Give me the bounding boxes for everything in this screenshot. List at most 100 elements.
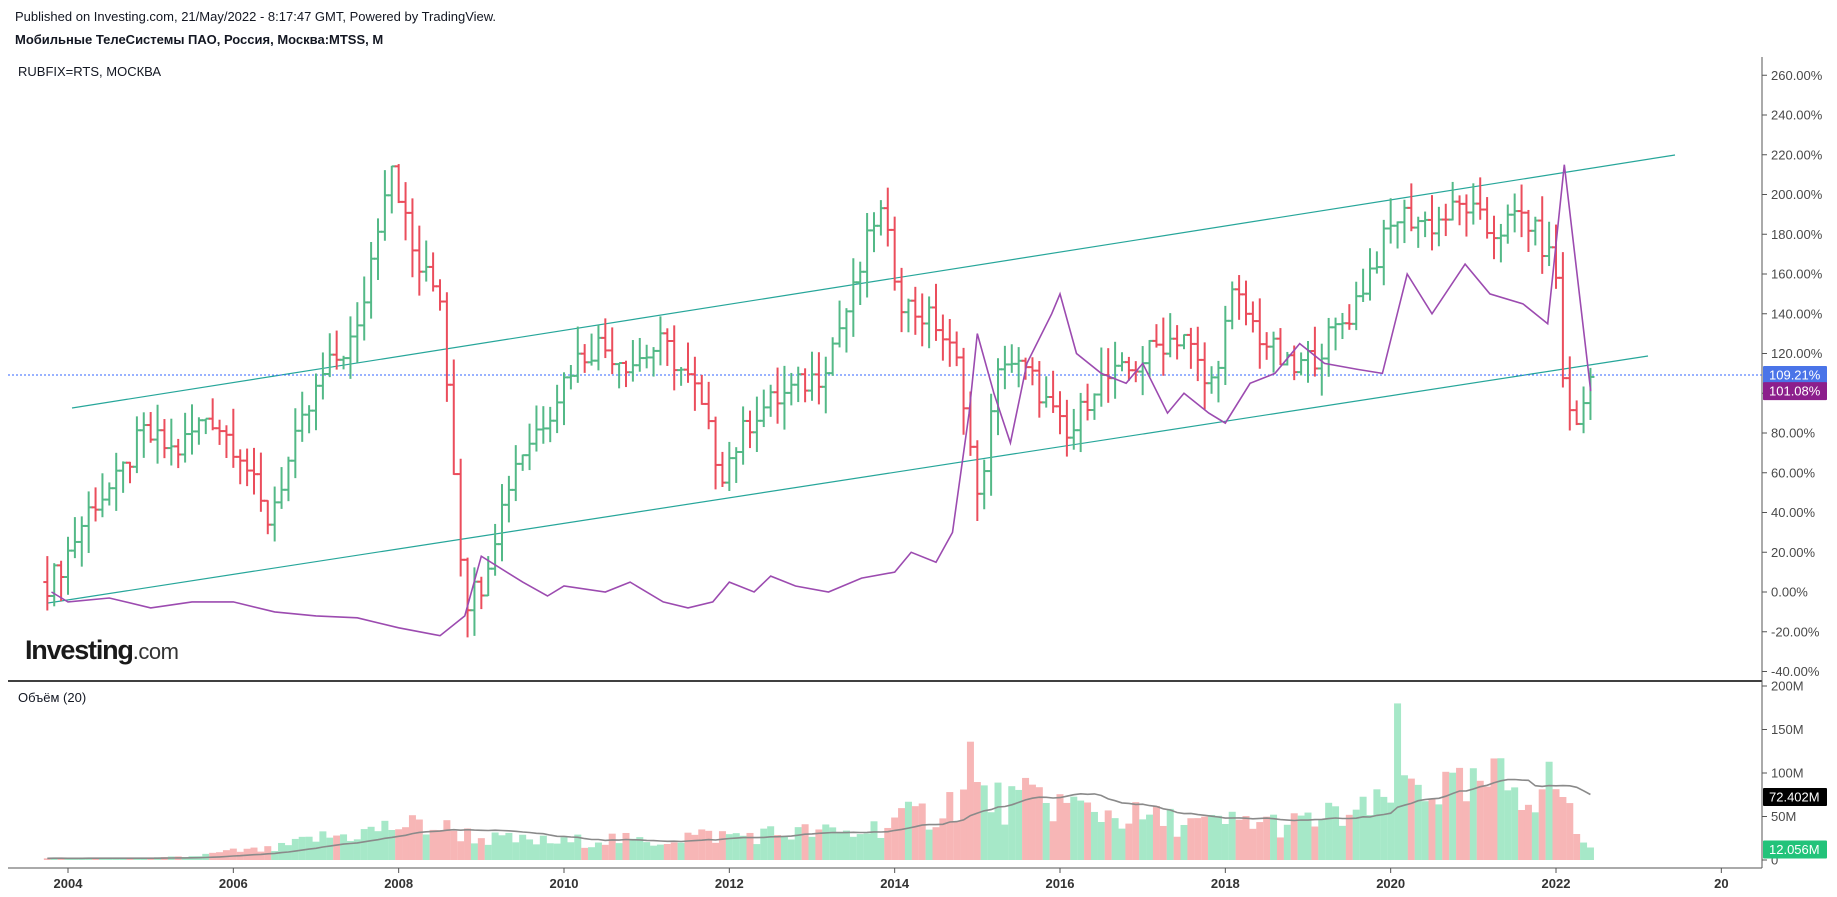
- price-bar[interactable]: [1338, 312, 1347, 340]
- price-bar[interactable]: [711, 416, 720, 490]
- volume-bar[interactable]: [801, 824, 809, 860]
- volume-bar[interactable]: [1524, 804, 1532, 860]
- volume-bar[interactable]: [43, 858, 51, 860]
- volume-bar[interactable]: [953, 821, 961, 860]
- price-bar[interactable]: [367, 241, 376, 319]
- volume-bar[interactable]: [443, 820, 451, 860]
- price-bar[interactable]: [1434, 206, 1443, 247]
- volume-bar[interactable]: [808, 836, 816, 860]
- price-bar[interactable]: [1014, 347, 1023, 388]
- volume-bar[interactable]: [1276, 837, 1284, 860]
- price-bar[interactable]: [642, 344, 651, 369]
- volume-bar[interactable]: [1035, 787, 1043, 860]
- volume-bar[interactable]: [1139, 819, 1147, 860]
- price-bar[interactable]: [945, 318, 954, 367]
- price-bar[interactable]: [814, 352, 823, 405]
- price-bar[interactable]: [1510, 193, 1519, 233]
- volume-bar[interactable]: [553, 843, 561, 860]
- volume-bar[interactable]: [1373, 789, 1381, 860]
- volume-bar[interactable]: [898, 808, 906, 860]
- price-bar[interactable]: [739, 406, 748, 465]
- volume-bar[interactable]: [532, 844, 540, 860]
- price-bar[interactable]: [1469, 183, 1478, 225]
- price-bar[interactable]: [1572, 400, 1581, 426]
- volume-bar[interactable]: [1552, 789, 1560, 860]
- volume-bar[interactable]: [1249, 828, 1257, 860]
- volume-bar[interactable]: [863, 833, 871, 860]
- volume-bar[interactable]: [505, 832, 513, 860]
- volume-bar[interactable]: [415, 819, 423, 860]
- volume-bar[interactable]: [1511, 787, 1519, 860]
- price-bar[interactable]: [842, 308, 851, 353]
- volume-bar[interactable]: [725, 834, 733, 860]
- price-bar[interactable]: [615, 362, 624, 389]
- price-bar[interactable]: [84, 491, 93, 553]
- volume-bar[interactable]: [1435, 804, 1443, 860]
- price-bar[interactable]: [374, 218, 382, 280]
- price-bar[interactable]: [1214, 360, 1223, 403]
- price-bar[interactable]: [1083, 383, 1092, 421]
- price-bar[interactable]: [256, 452, 265, 512]
- price-bar[interactable]: [98, 473, 107, 518]
- price-bar[interactable]: [57, 560, 66, 602]
- price-bar[interactable]: [325, 333, 334, 378]
- volume-bar[interactable]: [560, 837, 568, 860]
- volume-bar[interactable]: [333, 835, 341, 860]
- volume-bar[interactable]: [1001, 824, 1009, 860]
- price-bar[interactable]: [1297, 352, 1306, 376]
- price-bar[interactable]: [380, 170, 389, 241]
- price-bar[interactable]: [1111, 341, 1120, 399]
- volume-bar[interactable]: [1187, 818, 1195, 860]
- price-bar[interactable]: [1317, 343, 1326, 396]
- volume-bar[interactable]: [319, 831, 327, 860]
- price-bar[interactable]: [64, 536, 72, 595]
- volume-bar[interactable]: [1359, 796, 1367, 860]
- volume-bar[interactable]: [601, 844, 609, 860]
- volume-bar[interactable]: [1449, 772, 1457, 860]
- channel-lower-line[interactable]: [47, 355, 1649, 604]
- price-bar[interactable]: [470, 567, 479, 636]
- price-bar[interactable]: [1193, 326, 1202, 382]
- price-bar[interactable]: [1276, 328, 1285, 366]
- volume-bar[interactable]: [402, 827, 410, 860]
- price-bar[interactable]: [566, 365, 575, 390]
- volume-bar[interactable]: [1490, 758, 1498, 860]
- price-bar[interactable]: [1118, 352, 1126, 372]
- price-bar[interactable]: [704, 381, 713, 430]
- volume-bar[interactable]: [1504, 790, 1512, 860]
- volume-bar[interactable]: [71, 858, 79, 860]
- volume-pane-label[interactable]: Объём (20): [18, 690, 87, 705]
- volume-bar[interactable]: [1387, 802, 1395, 860]
- volume-bar[interactable]: [1352, 809, 1360, 860]
- price-bar[interactable]: [932, 283, 940, 341]
- volume-bar[interactable]: [904, 801, 912, 860]
- price-bar[interactable]: [1386, 198, 1395, 244]
- price-bar[interactable]: [318, 352, 327, 400]
- price-bar[interactable]: [250, 447, 258, 495]
- price-bar[interactable]: [546, 406, 555, 443]
- volume-bar[interactable]: [588, 847, 596, 860]
- volume-bar[interactable]: [1414, 784, 1422, 860]
- volume-bar[interactable]: [491, 832, 499, 860]
- volume-bar[interactable]: [98, 858, 106, 860]
- price-bar[interactable]: [1007, 344, 1016, 373]
- volume-bar[interactable]: [946, 792, 954, 860]
- price-bar[interactable]: [1352, 281, 1361, 331]
- volume-bar[interactable]: [50, 858, 58, 860]
- price-bar[interactable]: [1235, 275, 1244, 320]
- price-bar[interactable]: [1331, 317, 1340, 351]
- price-bar[interactable]: [1310, 326, 1319, 377]
- volume-bar[interactable]: [1304, 812, 1312, 860]
- volume-bar[interactable]: [1469, 768, 1477, 860]
- price-bar[interactable]: [339, 355, 348, 370]
- price-bar[interactable]: [670, 325, 679, 391]
- volume-bar[interactable]: [767, 826, 775, 860]
- price-bar[interactable]: [697, 374, 706, 405]
- volume-bar[interactable]: [1049, 821, 1057, 860]
- price-bar[interactable]: [491, 523, 500, 576]
- price-bar[interactable]: [725, 441, 734, 491]
- volume-bar[interactable]: [891, 817, 899, 860]
- price-bar[interactable]: [1180, 333, 1188, 350]
- volume-bar[interactable]: [966, 741, 974, 860]
- price-bar[interactable]: [112, 452, 121, 511]
